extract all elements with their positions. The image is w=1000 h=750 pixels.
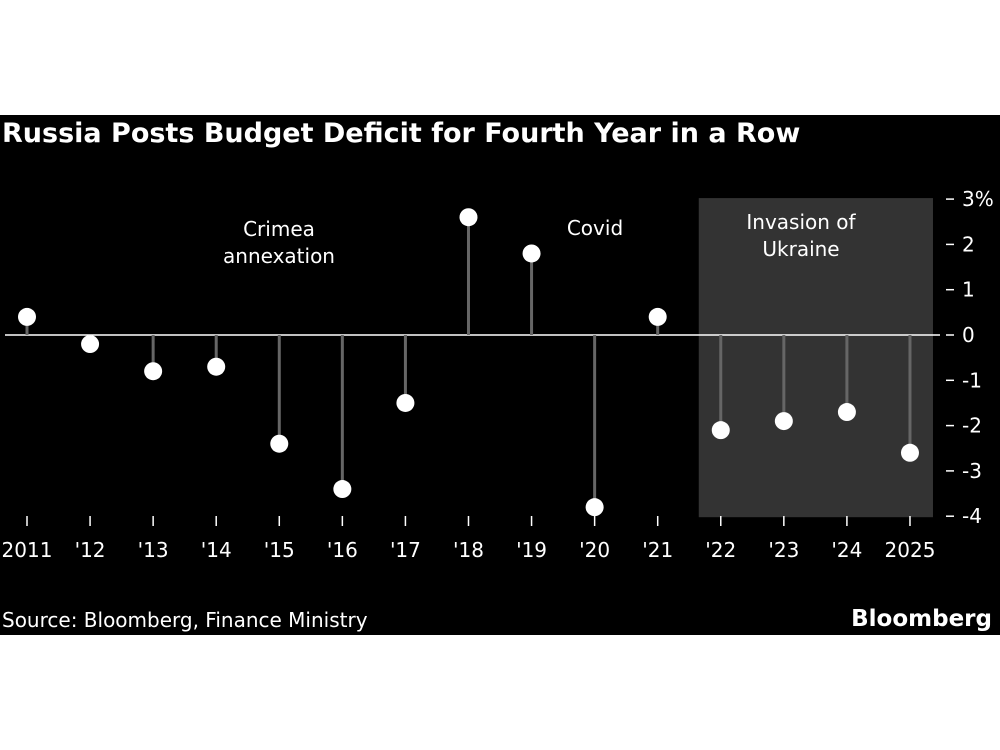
data-point xyxy=(711,421,730,440)
x-tick-label: '19 xyxy=(516,538,547,562)
x-tick-label: 2011 xyxy=(2,538,53,562)
invasion-shaded-region xyxy=(698,198,933,518)
data-point xyxy=(18,307,36,326)
data-point xyxy=(900,443,919,462)
y-tick-label: 1 xyxy=(962,278,975,302)
y-tick-label: 2 xyxy=(962,232,975,256)
annotation-invasion: Invasion of xyxy=(746,210,856,234)
source-note: Source: Bloomberg, Finance Ministry xyxy=(2,608,368,632)
x-tick-label: '13 xyxy=(138,538,169,562)
data-point xyxy=(459,208,478,227)
x-tick-label: '22 xyxy=(705,538,736,562)
x-tick-label: '12 xyxy=(75,538,106,562)
x-tick-label: 2025 xyxy=(885,538,936,562)
chart-title: Russia Posts Budget Deficit for Fourth Y… xyxy=(2,118,800,149)
y-tick-label: -1 xyxy=(962,368,982,392)
x-tick-label: '16 xyxy=(327,538,358,562)
x-tick-label: '14 xyxy=(201,538,232,562)
data-point xyxy=(522,244,541,263)
data-point xyxy=(585,498,604,517)
x-tick-label: '24 xyxy=(831,538,862,562)
x-tick-label: '18 xyxy=(453,538,484,562)
y-tick-label: 0 xyxy=(962,323,975,347)
y-tick-label: 3% xyxy=(962,187,994,211)
annotation-crimea: annexation xyxy=(223,244,335,268)
bloomberg-logo: Bloomberg xyxy=(851,606,992,632)
annotation-invasion: Ukraine xyxy=(762,237,839,261)
x-tick-label: '15 xyxy=(264,538,295,562)
y-tick-label: -4 xyxy=(962,504,982,528)
data-point xyxy=(396,393,415,412)
data-point xyxy=(81,335,100,354)
y-tick-label: -3 xyxy=(962,459,982,483)
annotation-covid: Covid xyxy=(567,216,623,240)
data-point xyxy=(333,480,352,499)
x-tick-label: '20 xyxy=(579,538,610,562)
data-point xyxy=(648,307,667,326)
annotation-crimea: Crimea xyxy=(243,217,315,241)
data-point xyxy=(837,403,856,422)
y-tick-label: -2 xyxy=(962,414,982,438)
data-point xyxy=(144,362,163,381)
data-point xyxy=(270,434,289,453)
data-point xyxy=(774,412,793,431)
data-point xyxy=(207,357,226,376)
x-tick-label: '23 xyxy=(768,538,799,562)
x-tick-label: '21 xyxy=(642,538,673,562)
x-tick-label: '17 xyxy=(390,538,421,562)
